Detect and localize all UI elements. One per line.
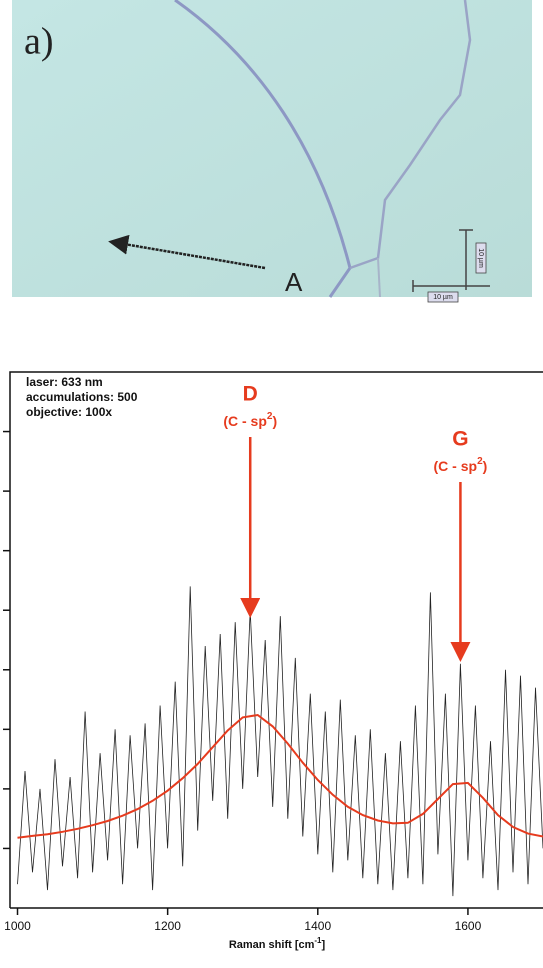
peak-label: G bbox=[452, 428, 468, 451]
x-axis-title: Raman shift [cm-1] bbox=[229, 936, 326, 951]
plot-area bbox=[17, 586, 543, 897]
x-axis-title-part: ] bbox=[322, 939, 326, 951]
annotation: laser: 633 nm bbox=[26, 375, 103, 389]
peak-label: D bbox=[243, 383, 258, 406]
marker-label: A bbox=[285, 267, 303, 297]
peak-note: (C - sp2) bbox=[434, 456, 488, 474]
spectrum-chart: laser: 633 nm accumulations: 500 objecti… bbox=[3, 371, 543, 951]
peak-note-sup: 2 bbox=[477, 456, 483, 467]
annotation: accumulations: 500 bbox=[26, 390, 138, 404]
micrograph: A a) 10 µm 10 µm bbox=[12, 0, 532, 303]
plot-frame bbox=[9, 371, 543, 908]
flake-edge bbox=[377, 257, 381, 298]
micrograph-background bbox=[12, 0, 532, 297]
annotation: objective: 100x bbox=[26, 405, 112, 419]
peak-note-part: (C - sp bbox=[434, 458, 478, 474]
peak-note-part: ) bbox=[483, 458, 488, 474]
peak-note-sup: 2 bbox=[267, 411, 273, 422]
x-tick-label: 1400 bbox=[304, 919, 331, 933]
scale-label: 10 µm bbox=[477, 248, 484, 268]
x-axis-title-sup: -1 bbox=[314, 936, 322, 945]
scale-box bbox=[475, 242, 487, 274]
series-line bbox=[17, 713, 543, 839]
x-tick-label: 1200 bbox=[154, 919, 181, 933]
peak-note-part: ) bbox=[272, 413, 277, 429]
x-tick-label: 1600 bbox=[455, 919, 482, 933]
x-tick-label: 1000 bbox=[4, 919, 31, 933]
peak-note: (C - sp2) bbox=[223, 411, 277, 429]
scale-label: 10 µm bbox=[433, 294, 453, 301]
panel-label: a) bbox=[24, 21, 54, 63]
peak-note-part: (C - sp bbox=[223, 413, 267, 429]
flake-edge bbox=[174, 0, 352, 298]
scale-box bbox=[427, 291, 459, 303]
pointer-arrow bbox=[108, 234, 266, 270]
scale-bars bbox=[412, 229, 490, 292]
x-axis-title-part: Raman shift [cm bbox=[229, 939, 315, 951]
series-line bbox=[17, 586, 543, 897]
flake-edge bbox=[349, 0, 472, 270]
